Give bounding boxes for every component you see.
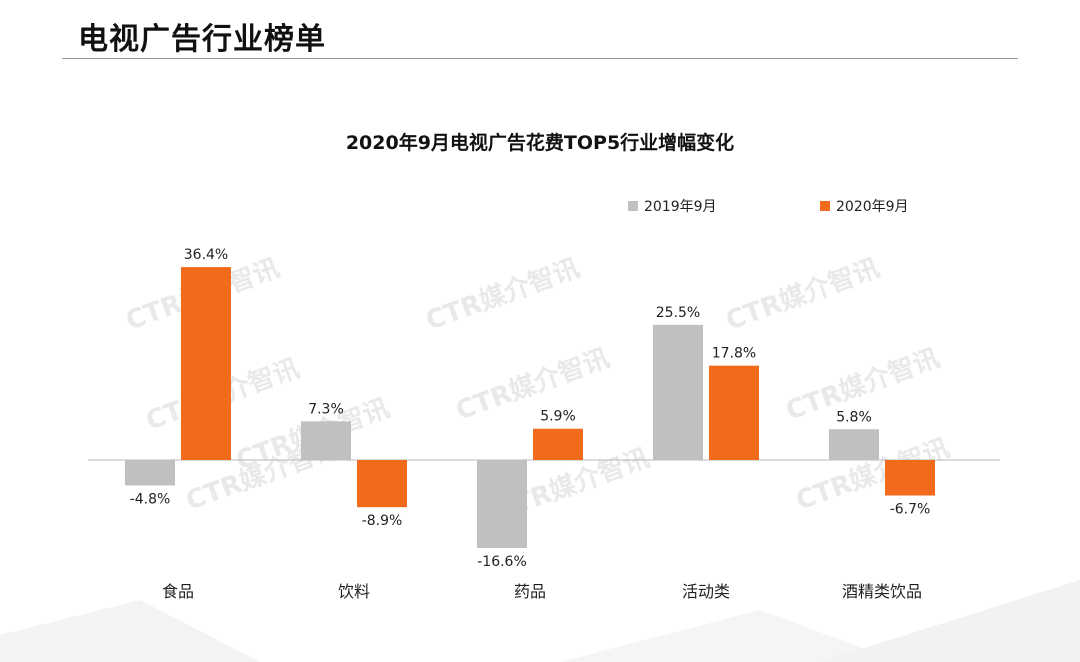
data-label: -6.7% — [890, 502, 931, 518]
bars — [125, 267, 935, 548]
category-label: 酒精类饮品 — [842, 582, 922, 601]
legend-swatch-1 — [628, 201, 638, 211]
category-label: 药品 — [514, 582, 546, 601]
bar-2 — [709, 365, 759, 460]
bar-2 — [181, 267, 231, 460]
bar-1 — [125, 460, 175, 486]
data-label: 7.3% — [308, 401, 344, 417]
category-label: 活动类 — [682, 582, 730, 601]
category-label: 饮料 — [338, 582, 370, 601]
category-label: 食品 — [162, 582, 194, 601]
bar-1 — [477, 460, 527, 548]
data-label: 5.8% — [836, 409, 872, 425]
legend-swatch-2 — [820, 201, 830, 211]
data-label: -16.6% — [477, 554, 527, 570]
legend-label-2: 2020年9月 — [836, 199, 909, 215]
page-title: 电视广告行业榜单 — [78, 22, 326, 57]
chart-title: 2020年9月电视广告花费TOP5行业增幅变化 — [345, 132, 735, 154]
data-label: -4.8% — [130, 491, 171, 507]
value-labels: -4.8% 36.4% 7.3% -8.9% -16.6% 5.9% 25.5% 17.8% 5… — [130, 247, 931, 570]
data-label: 17.8% — [712, 346, 756, 362]
data-label: 36.4% — [184, 247, 228, 263]
bar-2 — [885, 460, 935, 496]
data-label: 5.9% — [540, 409, 576, 425]
bar-2 — [533, 428, 583, 460]
bar-1 — [829, 429, 879, 460]
data-label: 25.5% — [656, 305, 700, 321]
data-label: -8.9% — [362, 513, 403, 529]
bar-1 — [301, 421, 351, 460]
legend: 2019年9月 2020年9月 — [628, 199, 909, 215]
category-labels: 食品 饮料 药品 活动类 酒精类饮品 — [162, 582, 922, 601]
legend-label-1: 2019年9月 — [644, 199, 717, 215]
bar-2 — [357, 460, 407, 508]
title-divider — [62, 58, 1018, 59]
watermark-text: CTR媒介智讯 — [422, 253, 583, 336]
background-decoration — [0, 580, 1080, 662]
watermark-text: CTR媒介智讯 — [452, 343, 613, 426]
watermark-text: CTR媒介智讯 — [722, 253, 883, 336]
bar-1 — [653, 324, 703, 460]
